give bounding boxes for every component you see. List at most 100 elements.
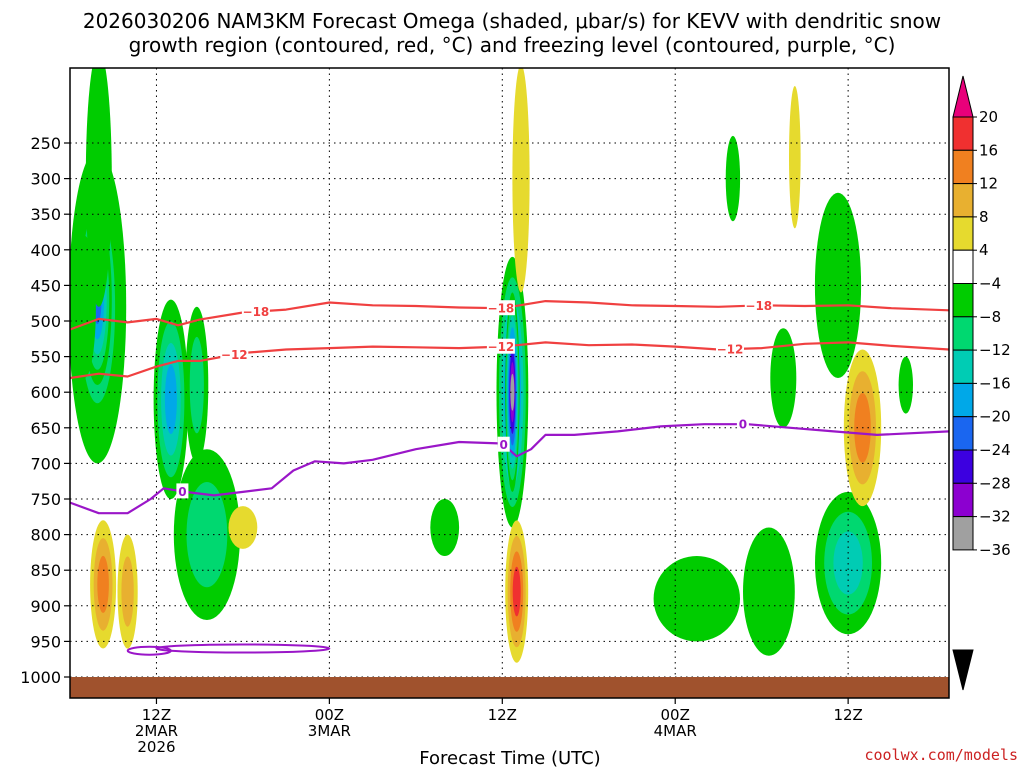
omega-band bbox=[510, 373, 515, 411]
freezing-level-0-label: 0 bbox=[739, 418, 747, 432]
colorbar-label: 12 bbox=[979, 175, 998, 193]
dgz-minus-18-label: −18 bbox=[745, 299, 772, 313]
omega-cell bbox=[814, 192, 862, 378]
omega-band bbox=[814, 192, 862, 378]
contour-label-bg bbox=[241, 303, 270, 319]
omega-band bbox=[228, 506, 258, 549]
x-axis-label: Forecast Time (UTC) bbox=[419, 748, 600, 768]
colorbar-label: −28 bbox=[979, 474, 1011, 492]
contour-label-bg bbox=[497, 436, 510, 452]
freezing-level-loop bbox=[155, 643, 331, 654]
omega-cell bbox=[505, 292, 520, 492]
contour-label-bg bbox=[176, 483, 189, 499]
omega-band bbox=[725, 135, 741, 222]
contour-layer: −18 −18 −18 −12 −12 −12 0 0 0 bbox=[70, 297, 949, 656]
omega-cell bbox=[228, 506, 258, 549]
omega-band bbox=[121, 556, 134, 627]
x-tick-label: 2026 bbox=[137, 738, 175, 756]
y-tick-label: 400 bbox=[30, 241, 61, 260]
y-tick-label: 850 bbox=[30, 561, 61, 580]
colorbar-band bbox=[952, 449, 974, 484]
colorbar-label: −12 bbox=[979, 341, 1011, 359]
colorbar-band bbox=[952, 116, 974, 151]
omega-band bbox=[512, 566, 521, 617]
y-tick-label: 950 bbox=[30, 632, 61, 651]
colorbar-band bbox=[952, 482, 974, 518]
freezing-level-0-label: 0 bbox=[500, 438, 508, 452]
omega-cell bbox=[725, 135, 741, 222]
omega-cell bbox=[72, 235, 96, 378]
omega-cell bbox=[185, 306, 209, 464]
colorbar-label: 8 bbox=[979, 208, 989, 226]
dgz-minus-12-label: −12 bbox=[221, 348, 248, 362]
y-tick-label: 700 bbox=[30, 454, 61, 473]
omega-cell bbox=[898, 356, 913, 414]
colorbar-band bbox=[952, 283, 974, 318]
omega-cell bbox=[430, 499, 460, 556]
omega-cell bbox=[505, 520, 529, 663]
plot-frame bbox=[69, 67, 950, 699]
chart-title-line-1: 2026030206 NAM3KM Forecast Omega (shaded… bbox=[83, 9, 941, 33]
omega-band bbox=[430, 499, 460, 556]
omega-cell bbox=[90, 520, 117, 649]
omega-cell bbox=[117, 534, 138, 649]
omega-band bbox=[743, 527, 795, 656]
y-axis: 250 300 350 400 450 500 550 600 650 700 750 800 850 9… bbox=[20, 134, 70, 687]
y-tick-label: 550 bbox=[30, 348, 61, 367]
contour-label-bg bbox=[744, 297, 773, 313]
y-tick-label: 600 bbox=[30, 383, 61, 402]
omega-band bbox=[898, 356, 913, 414]
colorbar-label: −24 bbox=[979, 441, 1011, 459]
y-tick-label: 250 bbox=[30, 134, 61, 153]
omega-cell bbox=[653, 556, 740, 642]
colorbar-label: −20 bbox=[979, 408, 1011, 426]
colorbar-band bbox=[952, 183, 974, 218]
omega-band bbox=[512, 68, 530, 293]
omega-cell bbox=[743, 527, 795, 656]
colorbar-label: −16 bbox=[979, 374, 1011, 392]
y-tick-label: 900 bbox=[30, 597, 61, 616]
colorbar-band bbox=[952, 382, 974, 418]
x-tick-label: 12Z bbox=[488, 706, 517, 724]
x-tick-label: 2MAR bbox=[135, 722, 178, 740]
omega-band bbox=[85, 68, 112, 307]
omega-band bbox=[164, 364, 177, 434]
dgz-minus-18-label: −18 bbox=[488, 302, 515, 316]
contour-label-bg bbox=[716, 341, 744, 357]
omega-band bbox=[97, 555, 109, 613]
omega-band bbox=[186, 481, 228, 588]
y-tick-label: 500 bbox=[30, 312, 61, 331]
x-tick-label: 00Z bbox=[315, 706, 344, 724]
omega-band bbox=[789, 86, 801, 229]
contour-label-bg bbox=[736, 416, 749, 432]
x-tick-label: 12Z bbox=[833, 706, 862, 724]
x-tick-label: 12Z bbox=[142, 706, 171, 724]
colorbar-band bbox=[952, 516, 974, 551]
omega-cell bbox=[770, 328, 797, 428]
colorbar-band bbox=[952, 416, 974, 451]
colorbar-band bbox=[952, 149, 974, 185]
x-tick-label: 3MAR bbox=[308, 722, 351, 740]
omega-band bbox=[770, 328, 797, 428]
y-tick-label: 450 bbox=[30, 276, 61, 295]
x-tick-label: 00Z bbox=[661, 706, 690, 724]
omega-band bbox=[653, 556, 740, 642]
contour-label-bg bbox=[486, 300, 515, 316]
colorbar-label: −36 bbox=[979, 541, 1011, 559]
contour-label-bg bbox=[220, 346, 249, 362]
colorbar: 20 16 12 8 4 −4 −8 −12 −16 −20 −24 −28 −32 −36 bbox=[952, 75, 1011, 691]
y-tick-label: 800 bbox=[30, 526, 61, 545]
dgz-minus-12-line bbox=[70, 341, 949, 380]
colorbar-band bbox=[952, 316, 974, 351]
omega-cell bbox=[85, 68, 112, 307]
colorbar-label: 16 bbox=[979, 141, 998, 159]
colorbar-label: 4 bbox=[979, 241, 989, 259]
dgz-minus-12-label: −12 bbox=[488, 340, 515, 354]
omega-cell bbox=[789, 86, 801, 229]
freezing-level-0-label: 0 bbox=[178, 485, 186, 499]
colorbar-band bbox=[952, 216, 974, 251]
omega-cell bbox=[512, 68, 530, 293]
credit-text: coolwx.com/models bbox=[864, 746, 1018, 764]
